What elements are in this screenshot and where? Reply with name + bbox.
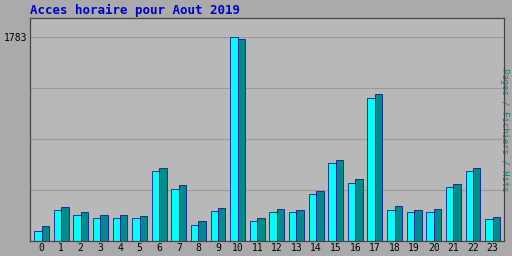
- Bar: [355, 179, 363, 241]
- Bar: [309, 194, 316, 241]
- Bar: [426, 212, 434, 241]
- Bar: [387, 210, 395, 241]
- Bar: [210, 211, 218, 241]
- Bar: [316, 191, 324, 241]
- Bar: [269, 212, 277, 241]
- Bar: [250, 220, 257, 241]
- Bar: [199, 221, 206, 241]
- Bar: [465, 171, 473, 241]
- Bar: [81, 212, 88, 241]
- Bar: [120, 215, 127, 241]
- Bar: [132, 218, 140, 241]
- Bar: [152, 171, 159, 241]
- Bar: [61, 207, 69, 241]
- Bar: [328, 163, 336, 241]
- Bar: [54, 210, 61, 241]
- Bar: [407, 212, 414, 241]
- Bar: [100, 215, 108, 241]
- Bar: [289, 212, 296, 241]
- Bar: [179, 185, 186, 241]
- Bar: [368, 98, 375, 241]
- Bar: [41, 226, 49, 241]
- Bar: [172, 189, 179, 241]
- Bar: [473, 168, 480, 241]
- Bar: [296, 210, 304, 241]
- Bar: [34, 231, 41, 241]
- Bar: [375, 94, 382, 241]
- Bar: [73, 215, 81, 241]
- Bar: [218, 208, 225, 241]
- Bar: [159, 168, 166, 241]
- Bar: [434, 209, 441, 241]
- Bar: [395, 206, 402, 241]
- Bar: [230, 37, 238, 241]
- Bar: [140, 216, 147, 241]
- Bar: [493, 217, 500, 241]
- Text: Acces horaire pour Aout 2019: Acces horaire pour Aout 2019: [30, 4, 240, 17]
- Bar: [414, 210, 421, 241]
- Bar: [277, 209, 284, 241]
- Y-axis label: Pages / Fichiers / Hits: Pages / Fichiers / Hits: [500, 68, 508, 191]
- Bar: [485, 219, 493, 241]
- Bar: [446, 187, 453, 241]
- Bar: [257, 218, 265, 241]
- Bar: [238, 39, 245, 241]
- Bar: [93, 218, 100, 241]
- Bar: [348, 183, 355, 241]
- Bar: [336, 160, 343, 241]
- Bar: [113, 218, 120, 241]
- Bar: [453, 184, 461, 241]
- Bar: [191, 225, 199, 241]
